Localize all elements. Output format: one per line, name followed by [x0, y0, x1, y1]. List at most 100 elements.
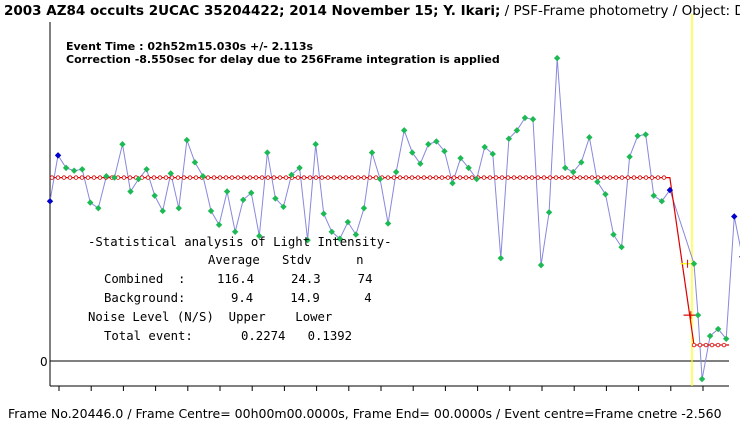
- model-line-marker: [391, 175, 397, 180]
- model-line-marker: [721, 342, 727, 348]
- model-line-marker: [61, 175, 67, 180]
- model-line-marker: [499, 175, 505, 180]
- data-point: [231, 228, 239, 235]
- data-point: [95, 204, 102, 212]
- data-point: [481, 143, 488, 151]
- data-point: [54, 152, 62, 159]
- data-point: [562, 164, 569, 172]
- data-point: [70, 167, 78, 174]
- model-line-marker: [577, 175, 583, 180]
- model-line-marker: [91, 175, 97, 180]
- data-point: [441, 148, 448, 155]
- model-line-marker: [271, 175, 277, 180]
- event-time-text: Event Time : 02h52m15.030s +/- 2.113s: [66, 40, 313, 53]
- model-line-marker: [637, 175, 643, 180]
- data-point: [175, 204, 182, 212]
- data-point: [143, 166, 150, 173]
- data-point: [650, 192, 657, 199]
- model-line-marker: [49, 175, 55, 180]
- data-point: [698, 375, 706, 383]
- chart-header: 2003 AZ84 occults 2UCAC 35204422; 2014 N…: [4, 3, 740, 20]
- model-line-marker: [157, 175, 163, 180]
- model-line-marker: [559, 175, 565, 180]
- stats-combined-values: 116.4 24.3 74: [217, 272, 372, 286]
- model-line-marker: [541, 175, 547, 180]
- data-point: [288, 171, 295, 179]
- data-point: [553, 54, 561, 62]
- model-line-marker: [307, 175, 313, 180]
- data-point: [119, 141, 126, 148]
- data-point: [312, 141, 319, 148]
- model-line-marker: [589, 175, 595, 180]
- model-line-marker: [67, 175, 73, 180]
- data-point: [505, 135, 513, 142]
- data-point: [723, 335, 730, 342]
- model-line-marker: [169, 175, 175, 180]
- data-point: [449, 179, 456, 187]
- model-line-marker: [571, 175, 577, 180]
- data-point: [658, 198, 665, 205]
- data-point: [352, 231, 360, 238]
- data-point: [666, 186, 674, 194]
- data-point: [46, 198, 54, 205]
- data-point: [368, 149, 376, 156]
- data-point: [706, 332, 714, 340]
- data-point: [521, 114, 529, 122]
- data-point: [537, 261, 545, 269]
- model-line-marker: [151, 175, 157, 180]
- data-point: [586, 134, 593, 141]
- data-point: [256, 232, 263, 240]
- model-line-marker: [235, 175, 241, 180]
- data-point: [103, 173, 110, 180]
- model-line-marker: [469, 175, 475, 180]
- model-line-marker: [355, 175, 361, 180]
- model-line-marker: [601, 175, 607, 180]
- model-line-marker: [301, 175, 307, 180]
- model-line-marker: [433, 175, 439, 180]
- model-line-marker: [193, 175, 199, 180]
- model-line-group: [49, 175, 729, 348]
- data-point: [280, 203, 287, 210]
- stats-total-values: 0.2274 0.1392: [241, 329, 352, 343]
- model-line-marker: [295, 175, 301, 180]
- model-line-marker: [229, 175, 235, 180]
- frame-info-footer: Frame No.20446.0 / Frame Centre= 00h00m0…: [8, 406, 722, 421]
- model-line-marker: [547, 175, 553, 180]
- data-point: [304, 236, 311, 244]
- data-point: [344, 218, 352, 226]
- model-line-marker: [85, 175, 91, 180]
- model-line-marker: [337, 175, 343, 180]
- data-point: [465, 164, 472, 172]
- data-point: [135, 175, 142, 183]
- model-line-marker: [553, 175, 559, 180]
- data-point: [473, 175, 480, 183]
- data-point: [433, 138, 440, 145]
- stats-background-label: Background:: [104, 291, 185, 305]
- model-line-marker: [277, 175, 283, 180]
- model-line-marker: [175, 175, 181, 180]
- data-point: [417, 160, 424, 167]
- model-line-marker: [607, 175, 613, 180]
- data-point: [694, 311, 702, 319]
- model-line-marker: [409, 175, 415, 180]
- model-line-marker: [529, 175, 535, 180]
- data-point: [191, 159, 199, 166]
- model-line-marker: [421, 175, 427, 180]
- model-line-marker: [457, 175, 463, 180]
- data-point: [529, 116, 537, 123]
- data-point: [409, 149, 416, 156]
- model-line-marker: [619, 175, 625, 180]
- stats-header-row: Average Stdv n: [208, 253, 363, 267]
- model-line-marker: [247, 175, 253, 180]
- model-line-marker: [583, 175, 589, 180]
- data-point: [320, 210, 327, 217]
- data-point: [264, 149, 271, 156]
- data-point: [392, 168, 400, 176]
- model-line-marker: [505, 175, 511, 180]
- model-line-marker: [55, 175, 61, 180]
- model-line-marker: [517, 175, 523, 180]
- model-line-marker: [511, 175, 517, 180]
- model-line-marker: [445, 175, 451, 180]
- model-line-marker: [319, 175, 325, 180]
